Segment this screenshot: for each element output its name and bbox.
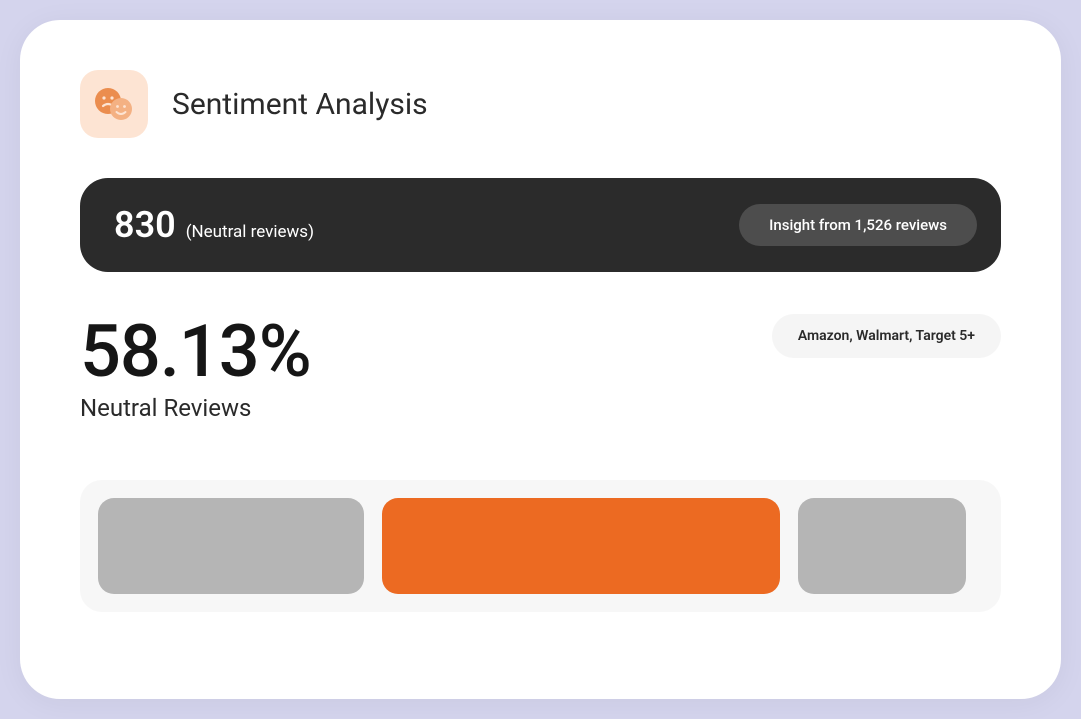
card-title: Sentiment Analysis [172, 87, 428, 122]
summary-bar: 830 (Neutral reviews) Insight from 1,526… [80, 178, 1001, 272]
segment-bar-panel [80, 480, 1001, 612]
sentiment-faces-icon [80, 70, 148, 138]
segment-2[interactable] [382, 498, 780, 594]
neutral-percent: 58.13% [80, 314, 311, 390]
sentiment-card: Sentiment Analysis 830 (Neutral reviews)… [20, 20, 1061, 699]
summary-count-group: 830 (Neutral reviews) [114, 204, 314, 246]
card-header: Sentiment Analysis [80, 70, 1001, 138]
neutral-count: 830 [114, 204, 176, 246]
segment-1[interactable] [98, 498, 364, 594]
stat-block: 58.13% Neutral Reviews [80, 314, 311, 422]
neutral-percent-label: Neutral Reviews [80, 394, 311, 422]
segment-3[interactable] [798, 498, 966, 594]
stat-row: 58.13% Neutral Reviews Amazon, Walmart, … [80, 314, 1001, 422]
sources-pill[interactable]: Amazon, Walmart, Target 5+ [772, 314, 1001, 358]
neutral-count-note: (Neutral reviews) [186, 222, 314, 242]
insight-pill[interactable]: Insight from 1,526 reviews [739, 204, 977, 246]
